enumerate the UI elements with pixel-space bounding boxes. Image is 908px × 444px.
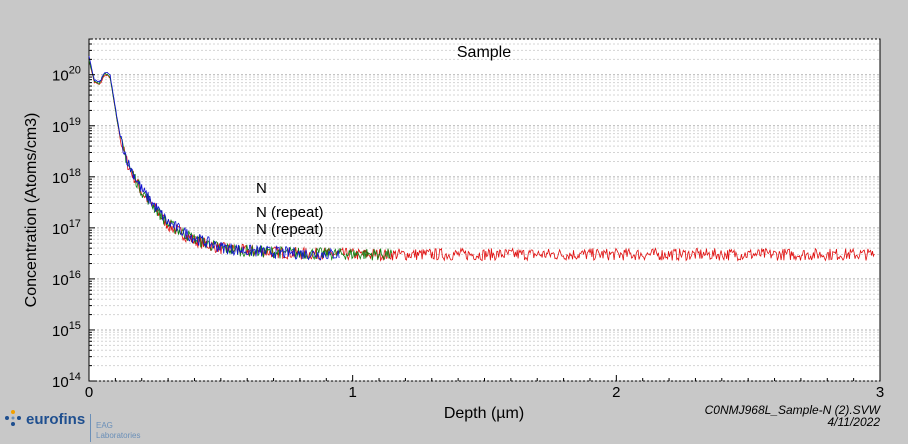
y-tick-label: 1020 (52, 65, 81, 85)
logo-text: eurofins (26, 411, 86, 428)
file-date: 4/11/2022 (827, 415, 881, 429)
y-tick-label: 1019 (52, 116, 81, 136)
series-line-3 (88, 60, 393, 261)
logo-divider (90, 414, 91, 442)
legend-entry-3: N (repeat) (256, 221, 324, 238)
series-line-1 (88, 60, 875, 262)
file-info: C0NMJ968L_Sample-N (2).SVW 4/11/2022 (705, 404, 880, 428)
legend-entry-1: N (256, 180, 267, 197)
x-tick-label: 3 (876, 384, 884, 401)
y-axis-label: Concentration (Atoms/cm3) (23, 113, 40, 308)
chart-title: Sample (457, 44, 511, 61)
eurofins-logo: eurofins EAG Laboratories (4, 406, 144, 442)
series-line-2 (88, 55, 340, 261)
y-tick-label: 1016 (52, 269, 81, 289)
plot-area (88, 38, 881, 382)
x-tick-label: 2 (612, 384, 620, 401)
y-tick-label: 1017 (52, 218, 81, 238)
y-tick-label: 1015 (52, 320, 81, 340)
legend-entry-2: N (repeat) (256, 204, 324, 221)
logo-sub1: EAG (96, 421, 113, 430)
y-tick-label: 1014 (52, 371, 81, 391)
x-axis-label: Depth (µm) (444, 405, 524, 422)
file-name: C0NMJ968L_Sample-N (2).SVW (704, 403, 880, 417)
eurofins-logo-icon (5, 410, 21, 426)
x-tick-label: 0 (85, 384, 93, 401)
y-tick-label: 1018 (52, 167, 81, 187)
logo-sub2: Laboratories (96, 431, 141, 440)
x-tick-label: 1 (348, 384, 356, 401)
